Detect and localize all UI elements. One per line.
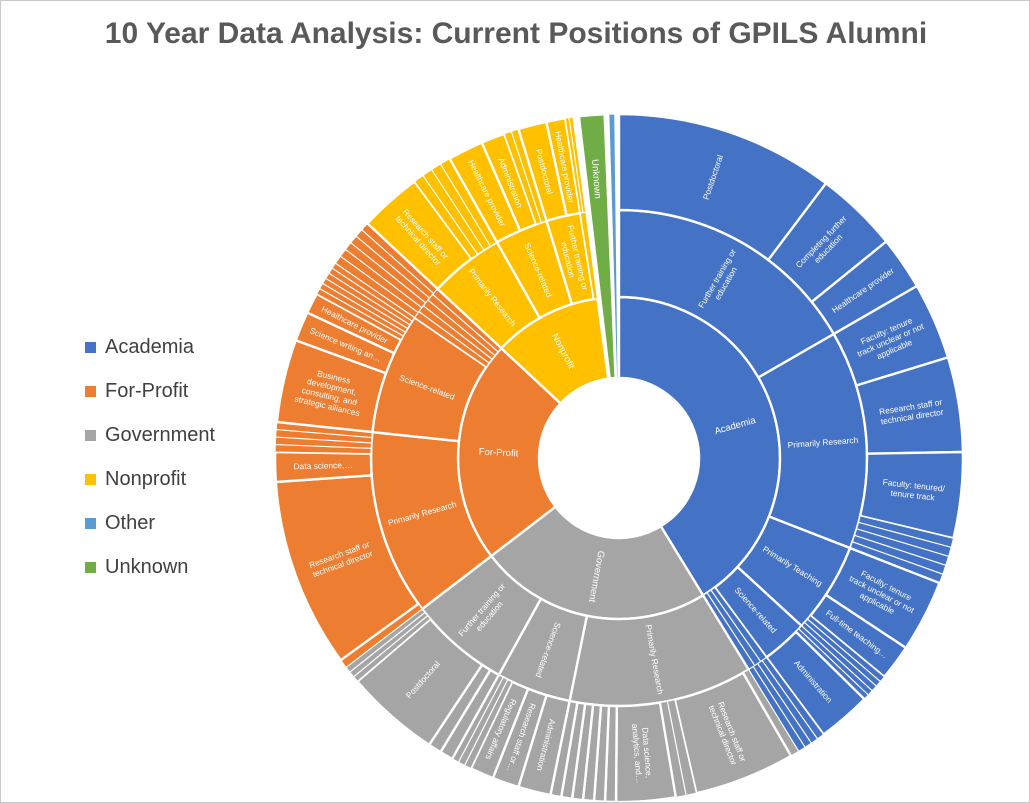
slice-label: Unknown	[589, 159, 603, 199]
legend-swatch	[85, 341, 96, 353]
legend-swatch	[85, 473, 96, 485]
slice-other	[608, 113, 619, 379]
slice-label: For-Profit	[479, 447, 519, 460]
slice-label: Data science,…	[293, 460, 352, 472]
legend-item-other: Other	[85, 501, 215, 545]
chart-legend: Academia For-Profit Government Nonprofit Oth…	[85, 325, 215, 589]
legend-label: Other	[105, 511, 156, 534]
legend-item-nonprofit: Nonprofit	[85, 457, 215, 501]
legend-swatch	[85, 561, 96, 573]
legend-label: Unknown	[105, 555, 189, 578]
sunburst-slices	[273, 112, 965, 802]
legend-swatch	[85, 385, 96, 397]
legend-item-academia: Academia	[85, 325, 215, 369]
legend-swatch	[85, 429, 96, 441]
slice-label: Data science,analytics, and…	[630, 723, 655, 784]
legend-swatch	[85, 517, 96, 529]
legend-label: For-Profit	[105, 379, 189, 402]
legend-item-unknown: Unknown	[85, 545, 215, 589]
chart-title: 10 Year Data Analysis: Current Positions…	[104, 17, 928, 50]
legend-item-for-profit: For-Profit	[85, 369, 215, 413]
legend-label: Nonprofit	[105, 467, 187, 490]
slice-label: Faculty: tenured/tenure track	[881, 477, 946, 504]
slice-nonprofit-minor	[568, 116, 587, 214]
legend-item-government: Government	[85, 413, 215, 457]
legend-label: Academia	[105, 335, 194, 358]
slice-unknown	[577, 113, 617, 380]
legend-label: Government	[105, 423, 216, 446]
